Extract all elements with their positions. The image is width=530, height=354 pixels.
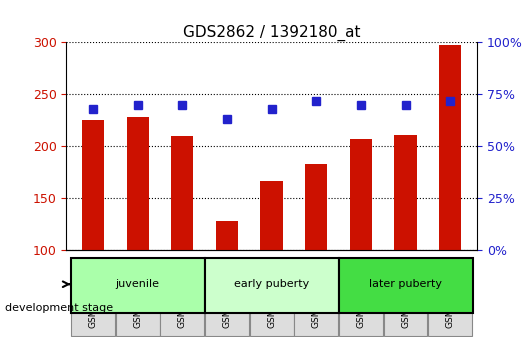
Bar (171, 136, 193, 250)
Bar (260, 181, 283, 250)
Text: juvenile: juvenile (116, 279, 160, 289)
FancyBboxPatch shape (339, 258, 473, 313)
Text: development stage: development stage (5, 303, 113, 313)
FancyBboxPatch shape (70, 258, 205, 313)
Text: later puberty: later puberty (369, 279, 442, 289)
Bar (305, 164, 328, 250)
Bar (394, 135, 417, 250)
Bar (127, 117, 149, 250)
Bar (82, 120, 104, 250)
Bar (350, 139, 372, 250)
Bar (439, 45, 462, 250)
Bar (216, 221, 238, 250)
FancyBboxPatch shape (205, 258, 339, 313)
Title: GDS2862 / 1392180_at: GDS2862 / 1392180_at (183, 25, 360, 41)
Text: early puberty: early puberty (234, 279, 309, 289)
